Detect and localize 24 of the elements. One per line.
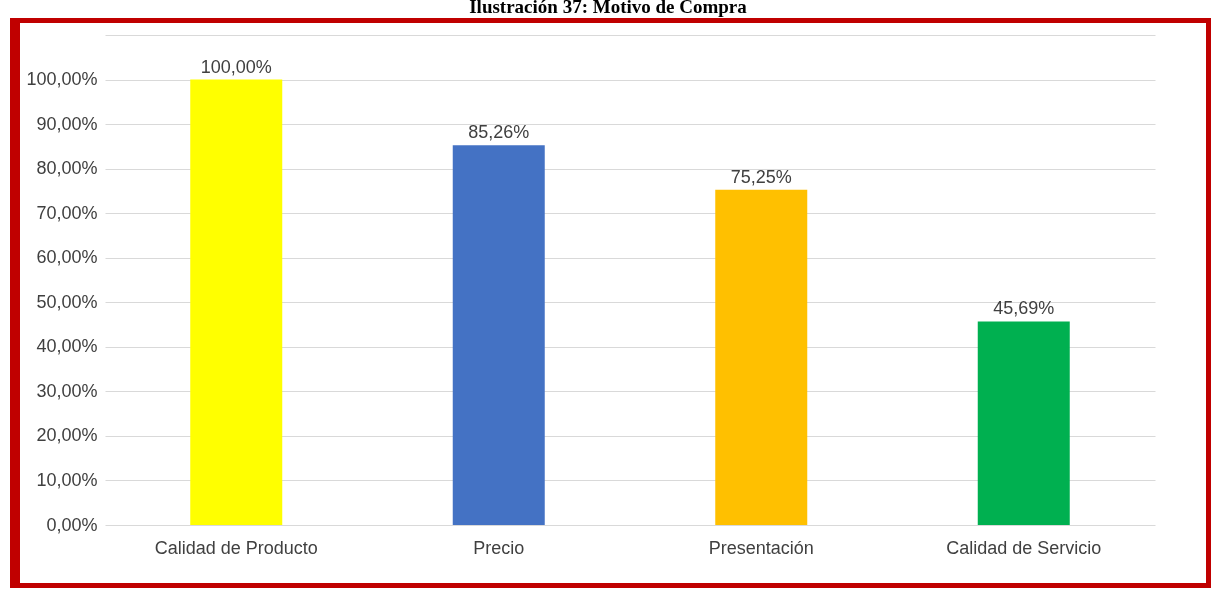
- y-tick-label: 20,00%: [36, 425, 98, 446]
- y-tick-label: 0,00%: [46, 514, 98, 535]
- x-tick-label: Presentación: [708, 537, 814, 558]
- data-label: 75,25%: [730, 166, 792, 187]
- x-tick-label: Calidad de Servicio: [946, 537, 1102, 558]
- y-tick-label: 40,00%: [36, 336, 98, 357]
- x-tick-label: Calidad de Producto: [154, 537, 318, 558]
- y-tick-label: 90,00%: [36, 113, 98, 134]
- y-tick-label: 100,00%: [26, 69, 98, 90]
- y-tick-label: 50,00%: [36, 291, 98, 312]
- bar: [715, 189, 808, 525]
- bar: [190, 79, 283, 525]
- y-tick-label: 60,00%: [36, 247, 98, 268]
- y-tick-label: 30,00%: [36, 380, 98, 401]
- bar: [452, 145, 545, 525]
- data-label: 45,69%: [993, 298, 1055, 319]
- x-tick-label: Precio: [473, 537, 525, 558]
- data-label: 85,26%: [468, 122, 530, 143]
- y-tick-label: 10,00%: [36, 469, 98, 490]
- y-tick-label: 70,00%: [36, 202, 98, 223]
- bar: [977, 321, 1070, 525]
- data-label: 100,00%: [200, 56, 272, 77]
- chart-title: Ilustración 37: Motivo de Compra: [468, 0, 748, 18]
- y-tick-label: 80,00%: [36, 158, 98, 179]
